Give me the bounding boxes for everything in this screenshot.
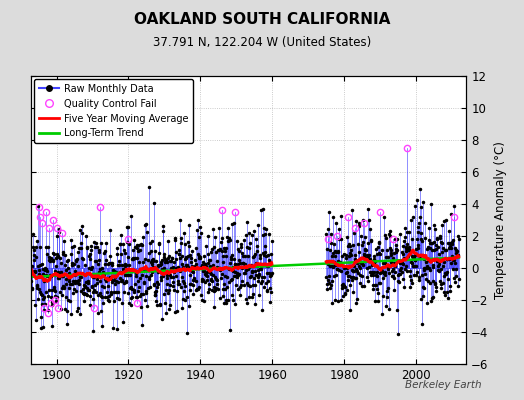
Legend: Raw Monthly Data, Quality Control Fail, Five Year Moving Average, Long-Term Tren: Raw Monthly Data, Quality Control Fail, … [35, 79, 193, 143]
Text: 37.791 N, 122.204 W (United States): 37.791 N, 122.204 W (United States) [153, 36, 371, 49]
Text: OAKLAND SOUTH CALIFORNIA: OAKLAND SOUTH CALIFORNIA [134, 12, 390, 27]
Text: Berkeley Earth: Berkeley Earth [406, 380, 482, 390]
Y-axis label: Temperature Anomaly (°C): Temperature Anomaly (°C) [494, 141, 507, 299]
